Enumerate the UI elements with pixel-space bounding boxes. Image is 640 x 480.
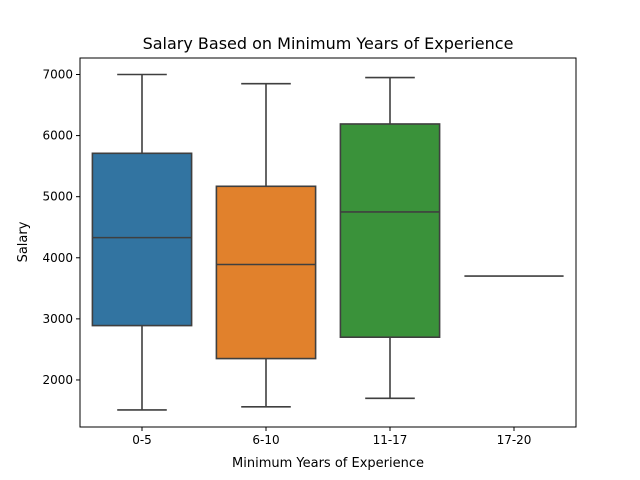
y-tick-label: 5000: [42, 190, 73, 204]
box-0-5: [91, 73, 193, 411]
y-tick-label: 3000: [42, 312, 73, 326]
chart-title: Salary Based on Minimum Years of Experie…: [143, 34, 514, 53]
box-11-17: [339, 76, 441, 400]
y-tick-label: 2000: [42, 373, 73, 387]
x-axis-label: Minimum Years of Experience: [232, 456, 424, 471]
x-tick-label: 11-17: [373, 433, 408, 447]
iqr-box: [339, 123, 441, 338]
y-tick-label: 4000: [42, 251, 73, 265]
x-tick-label: 6-10: [252, 433, 279, 447]
ticks-layer: 2000 3000 4000 5000 6000 7000 0-5 6-10 11-17 17-2…: [42, 67, 531, 447]
plot-frame: [79, 57, 577, 428]
x-tick-label: 0-5: [132, 433, 152, 447]
y-axis-label: Salary: [16, 221, 31, 262]
x-tick-label: 17-20: [497, 433, 532, 447]
y-tick-label: 7000: [42, 67, 73, 81]
iqr-box: [215, 185, 317, 360]
iqr-box: [91, 152, 193, 327]
boxes-layer: [91, 73, 564, 411]
y-tick-label: 6000: [42, 129, 73, 143]
box-6-10: [215, 82, 317, 408]
